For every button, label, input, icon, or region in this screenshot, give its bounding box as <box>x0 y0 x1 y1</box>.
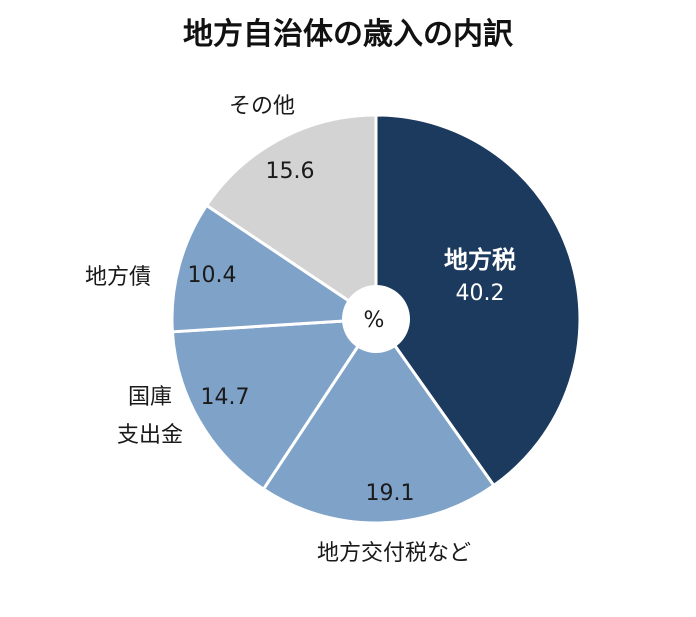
slice-category-label: 地方債 <box>85 265 151 290</box>
slice-category-label: 地方交付税など <box>317 541 471 566</box>
pie-slice <box>261 316 496 525</box>
pie-slice <box>170 317 379 492</box>
slice-value-label: 10.4 <box>188 263 237 288</box>
pie-slices <box>170 113 582 525</box>
chart-title: 地方自治体の歳入の内訳 <box>183 17 514 52</box>
slice-value-label: 15.6 <box>266 159 315 184</box>
slice-category-label: その他 <box>229 94 295 119</box>
slice-value-label: 19.1 <box>366 481 415 506</box>
unit-label: % <box>364 308 385 333</box>
center-hole <box>342 285 410 353</box>
pie-slice <box>170 203 381 334</box>
slice-category-label: 国庫支出金 <box>117 385 183 448</box>
slice-labels: 40.2 地方税 19.1 地方交付税など 14.7 国庫支出金 10.4 地方債 15.6 その… <box>85 94 516 566</box>
slice-category-label: 地方税 <box>444 246 516 274</box>
slice-value-label: 14.7 <box>201 385 250 410</box>
pie-slice <box>204 113 378 322</box>
pie-slice <box>374 113 582 488</box>
slice-value-label: 40.2 <box>456 281 505 306</box>
